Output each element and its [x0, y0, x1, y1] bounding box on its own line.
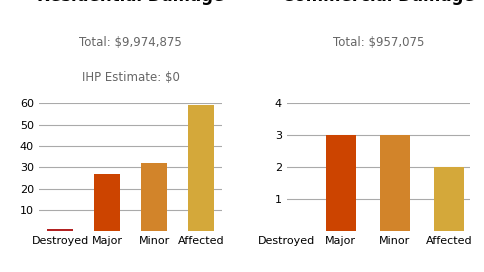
Bar	[94, 174, 120, 231]
Text: Residential Damage: Residential Damage	[37, 0, 224, 5]
Bar	[188, 106, 214, 231]
Text: Commercial Damage: Commercial Damage	[282, 0, 474, 5]
Bar	[433, 167, 463, 231]
Bar	[325, 135, 355, 231]
Bar	[141, 163, 167, 231]
Text: Total: $9,974,875: Total: $9,974,875	[79, 36, 182, 49]
Text: Total: $957,075: Total: $957,075	[332, 36, 424, 49]
Text: IHP Estimate: $0: IHP Estimate: $0	[81, 71, 179, 84]
Bar	[379, 135, 409, 231]
Bar	[47, 229, 73, 231]
